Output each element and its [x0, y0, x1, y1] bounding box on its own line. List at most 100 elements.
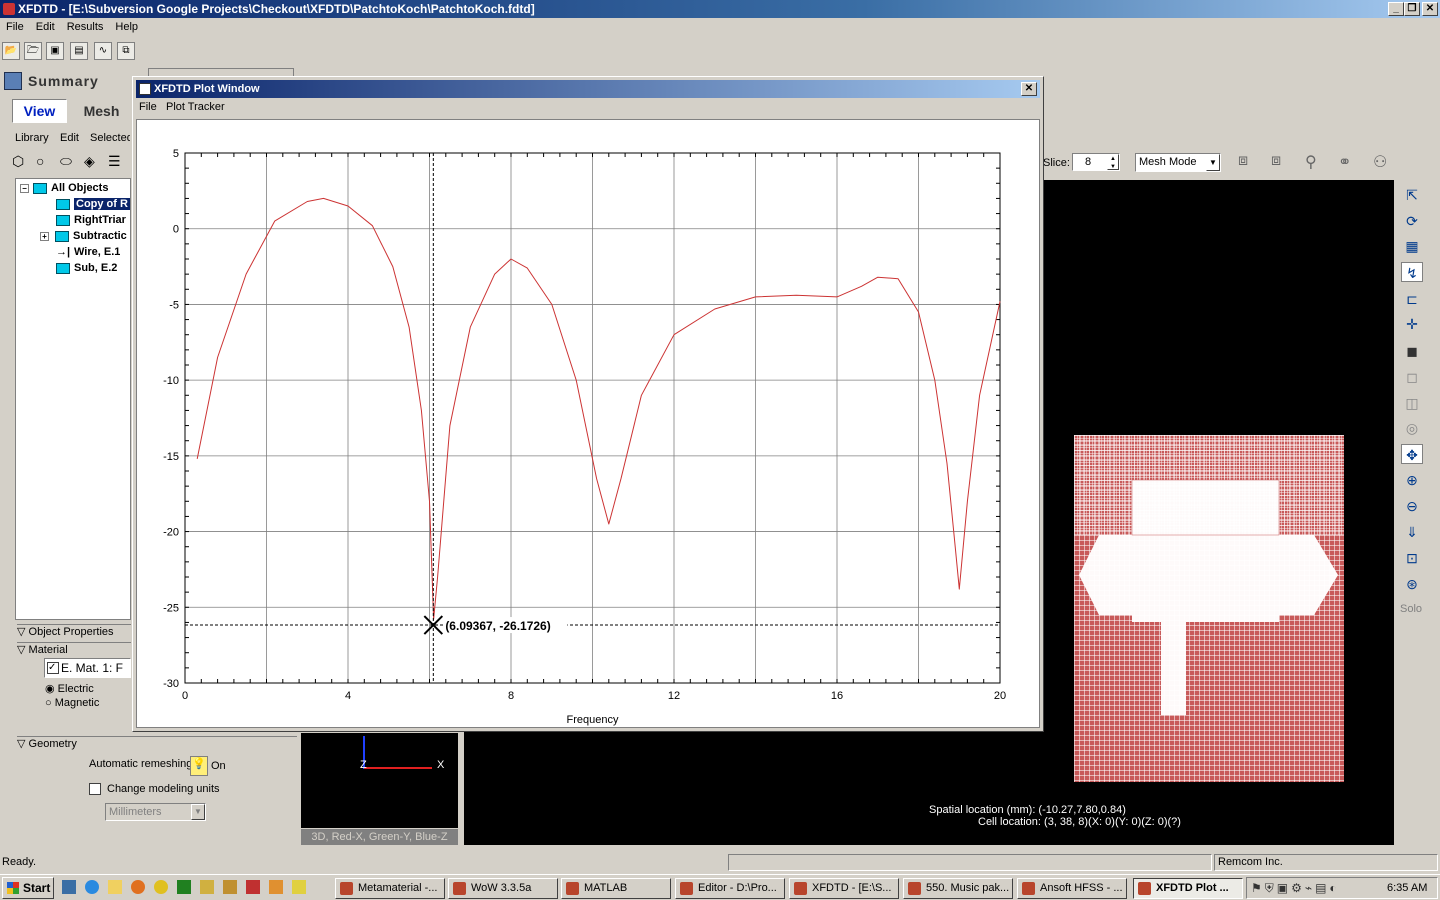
object-properties-header[interactable]: ▽ Object Properties — [17, 624, 131, 640]
collapse-arrow-icon: ▽ — [17, 626, 26, 638]
material-select[interactable]: ✓ E. Mat. 1: F — [44, 658, 131, 678]
copper-icon[interactable]: ⊏ — [1406, 291, 1418, 307]
taskbar-task-5[interactable]: XFDTD - [E:\S... — [789, 878, 899, 899]
tree-item-sub[interactable]: Sub, E.2 — [56, 262, 117, 277]
taskbar-task-4[interactable]: Editor - D:\Pro... — [675, 878, 785, 899]
open-icon[interactable]: 📂 — [2, 42, 20, 60]
app-green-icon[interactable] — [177, 880, 191, 894]
taskbar-task-8[interactable]: XFDTD Plot ... — [1133, 878, 1243, 899]
zoom-in-icon[interactable]: ⊕ — [1406, 472, 1418, 488]
close-button[interactable]: ✕ — [1422, 2, 1438, 16]
dropdown-arrow-icon[interactable]: ▼ — [1206, 154, 1220, 171]
menu-results[interactable]: Results — [66, 21, 104, 33]
folder-icon[interactable] — [108, 880, 122, 894]
zoom-box-icon[interactable]: ⊡ — [1406, 550, 1418, 566]
plot-close-button[interactable]: ✕ — [1021, 82, 1037, 96]
plot-menu-file[interactable]: File — [139, 101, 157, 113]
app-wow-icon[interactable] — [246, 880, 260, 894]
eye-icon[interactable]: ◎ — [1405, 420, 1419, 436]
mode-select[interactable]: Mesh Mode ▼ — [1135, 153, 1221, 172]
view-iso-icon[interactable]: ⚭ — [1338, 154, 1352, 171]
view-side-icon[interactable]: ⧈ — [1271, 152, 1282, 169]
taskbar-task-7[interactable]: Ansoft HFSS - ... — [1017, 878, 1127, 899]
task-app-icon — [566, 882, 579, 895]
tree-item-wire[interactable]: →| Wire, E.1 — [56, 246, 121, 258]
expand-icon[interactable]: + — [40, 232, 49, 241]
menu-file[interactable]: File — [6, 21, 24, 33]
select-arrow-icon[interactable]: ⇱ — [1406, 187, 1418, 203]
plot-canvas[interactable]: 0 4 8 12 16 20 5 0 -5 -10 -15 -20 -25 -30 Frequency (6.… — [136, 119, 1040, 728]
cube-icon[interactable]: ⬡ — [12, 153, 25, 169]
view-reset-icon[interactable]: ⚇ — [1373, 154, 1388, 171]
app-yellow-icon[interactable] — [200, 880, 214, 894]
desktop-icon[interactable] — [62, 880, 76, 894]
probe-icon[interactable]: ↯ — [1401, 262, 1423, 282]
plot-window[interactable]: XFDTD Plot Window ✕ File Plot Tracker 0 4… — [132, 76, 1044, 732]
material-header[interactable]: ▽ Material — [17, 642, 131, 658]
fit-down-icon[interactable]: ⇓ — [1406, 524, 1418, 540]
tree-item-copy[interactable]: Copy of R — [56, 198, 130, 213]
firefox-icon[interactable] — [131, 880, 145, 894]
menu-help[interactable]: Help — [115, 21, 139, 33]
task-app-icon — [340, 882, 353, 895]
edit-menu[interactable]: Edit — [60, 132, 79, 144]
wire-box-icon[interactable]: ◻ — [1406, 369, 1418, 385]
change-units-checkbox[interactable] — [89, 783, 101, 795]
series-line[interactable] — [196, 197, 1001, 620]
taskbar-task-2[interactable]: WoW 3.3.5a — [448, 878, 558, 899]
view-front-icon[interactable]: ⧈ — [1238, 152, 1249, 169]
ie-icon[interactable] — [85, 880, 99, 894]
lightbulb-icon[interactable]: 💡 — [190, 756, 208, 776]
tab-view[interactable]: View — [12, 99, 67, 123]
save-as-icon[interactable]: ▤ — [70, 42, 88, 60]
plot-menu-tracker[interactable]: Plot Tracker — [166, 101, 225, 113]
geometry-header[interactable]: ▽ Geometry — [17, 736, 297, 752]
solid-box-icon[interactable]: ◼ — [1406, 343, 1418, 359]
tray-icons[interactable]: ⚑⛨▣⚙⌁▤◐ — [1251, 881, 1340, 895]
radio-magnetic[interactable]: ○ Magnetic — [45, 697, 100, 709]
app-box-icon[interactable] — [269, 880, 283, 894]
tree-item-all-objects[interactable]: − All Objects — [20, 182, 108, 197]
zoom-all-icon[interactable]: ⊛ — [1406, 576, 1418, 592]
taskbar-task-3[interactable]: MATLAB — [561, 878, 671, 899]
stack-icon[interactable]: ☰ — [108, 153, 121, 169]
tab-mesh[interactable]: Mesh — [83, 103, 120, 119]
media-icon[interactable] — [154, 880, 168, 894]
spin-icon[interactable]: ▲ ▼ — [1107, 154, 1119, 170]
rotate-icon[interactable]: ⟳ — [1406, 213, 1418, 229]
tracker-marker-icon[interactable] — [423, 615, 444, 635]
mesh-box-icon[interactable]: ◫ — [1405, 395, 1419, 411]
crosshair-icon[interactable]: ✛ — [1406, 316, 1418, 332]
frequency-plot[interactable]: 0 4 8 12 16 20 5 0 -5 -10 -15 -20 -25 -30 Frequency (6.… — [137, 120, 1039, 727]
app-pencil-icon[interactable] — [292, 880, 306, 894]
taskbar-task-6[interactable]: 550. Music pak... — [903, 878, 1013, 899]
diamond-icon[interactable]: ◈ — [84, 153, 95, 169]
minimize-button[interactable]: _ — [1388, 2, 1404, 16]
start-button[interactable]: Start — [2, 877, 54, 899]
restore-button[interactable]: ❐ — [1404, 2, 1420, 16]
sphere-icon[interactable]: ○ — [36, 153, 45, 169]
plot-window-title-bar[interactable]: XFDTD Plot Window — [136, 80, 1040, 98]
grid-icon[interactable]: ▦ — [1405, 238, 1419, 254]
save-icon[interactable]: ▣ — [46, 42, 64, 60]
zoom-out-icon[interactable]: ⊖ — [1406, 498, 1418, 514]
cylinder-icon[interactable]: ⬭ — [60, 153, 72, 169]
solo-label[interactable]: Solo — [1400, 603, 1423, 615]
app-tools-icon[interactable] — [223, 880, 237, 894]
main-title-bar[interactable]: XFDTD - [E:\Subversion Google Projects\C… — [0, 0, 1440, 18]
collapse-icon[interactable]: − — [20, 184, 29, 193]
copy-icon[interactable]: ⧉ — [117, 42, 135, 60]
view-top-icon[interactable]: ⚲ — [1305, 154, 1317, 171]
library-menu[interactable]: Library — [15, 132, 49, 144]
tree-item-subtraction[interactable]: + Subtractic — [40, 230, 127, 245]
selected-menu[interactable]: Selected — [90, 132, 130, 144]
slice-input[interactable]: 8 ▲ ▼ — [1072, 153, 1120, 171]
waveform-icon[interactable]: ∿ — [94, 42, 112, 60]
taskbar-task-1[interactable]: Metamaterial -... — [335, 878, 445, 899]
tree-item-righttriangle[interactable]: RightTriar — [56, 214, 126, 229]
menu-edit[interactable]: Edit — [35, 21, 55, 33]
pan-icon[interactable]: ✥ — [1401, 444, 1423, 464]
open-folder-icon[interactable]: 🗁 — [24, 42, 42, 60]
summary-header[interactable]: Summary — [2, 70, 130, 92]
radio-electric[interactable]: ◉ Electric — [45, 683, 94, 695]
